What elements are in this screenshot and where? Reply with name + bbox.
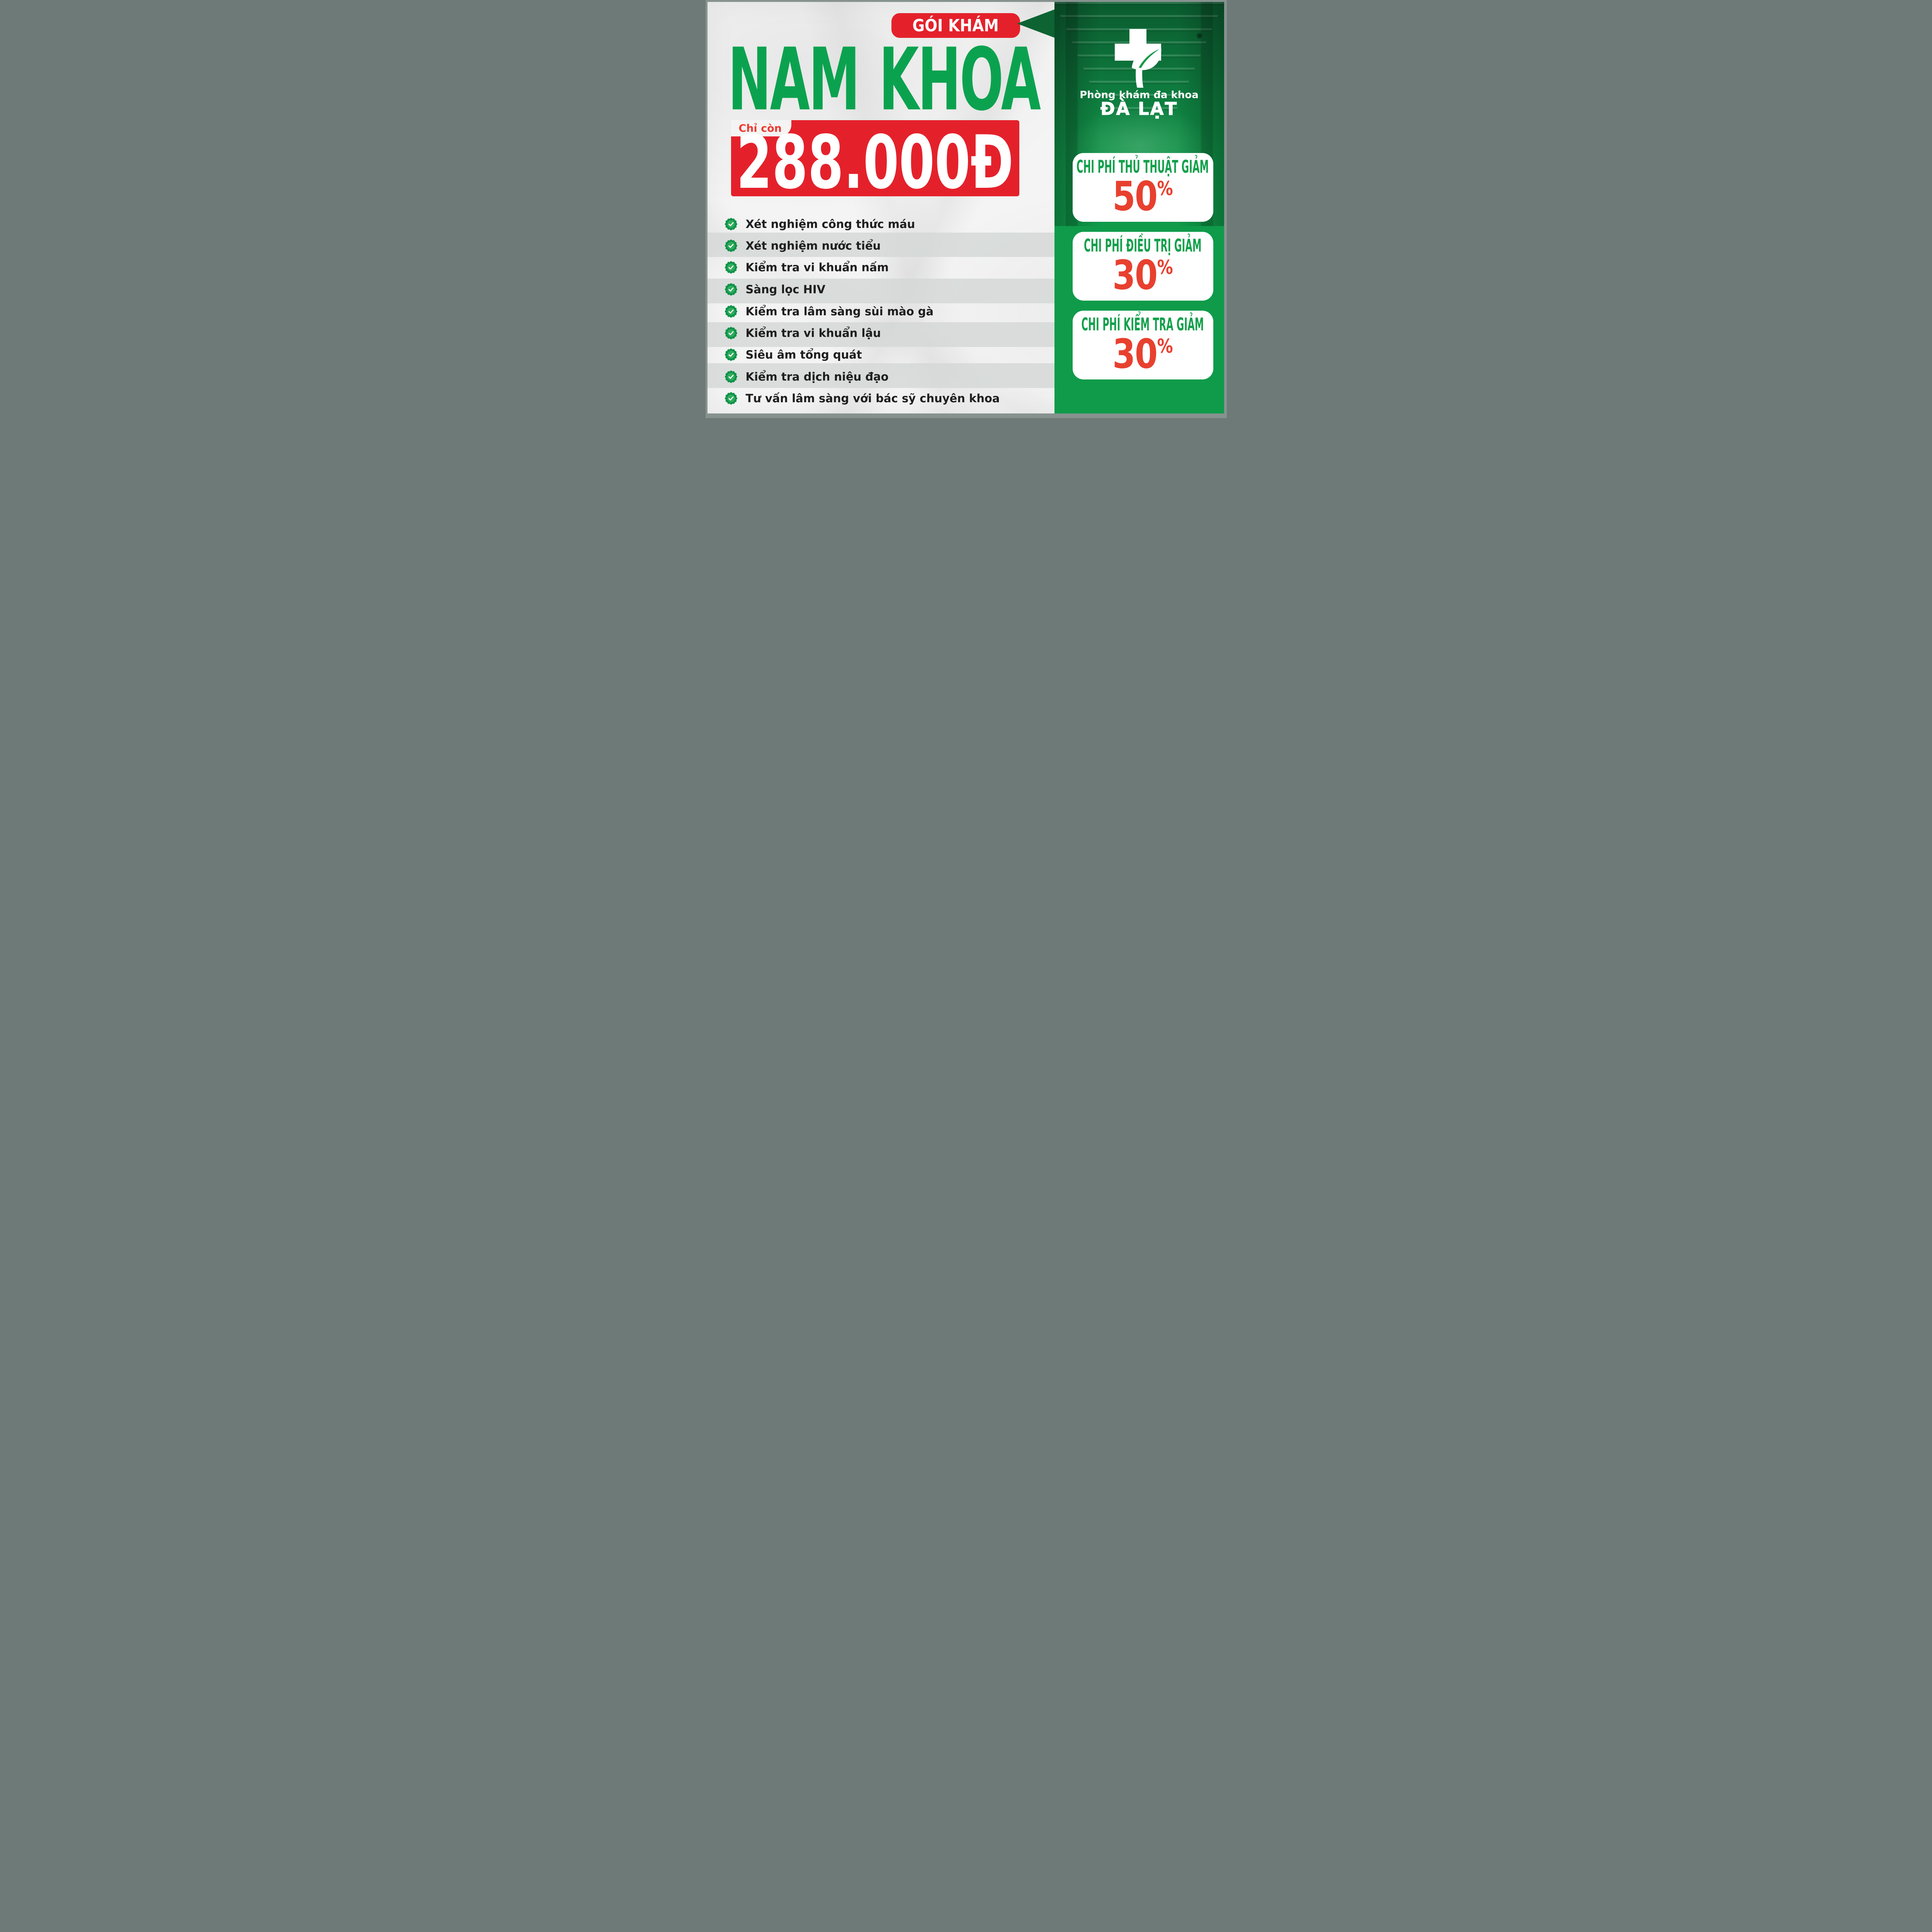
promo-poster: GÓI KHÁM NAM KHOA Chỉ còn 288.000Đ Xét n… <box>705 0 1227 418</box>
page-title: NAM KHOA <box>728 29 1041 130</box>
check-badge-icon <box>724 283 737 296</box>
clinic-name: ĐÀ LẠT <box>1100 98 1178 119</box>
price-amount: 288.000Đ <box>736 119 1014 205</box>
list-item: Xét nghiệm nước tiểu <box>706 235 881 257</box>
offer-card: CHI PHÍ ĐIỀU TRỊ GIẢM 30 % <box>1072 232 1213 301</box>
list-item: Kiểm tra dịch niệu đạo <box>706 366 889 388</box>
price-tag: Chỉ còn <box>731 120 791 136</box>
list-item: Tư vấn lâm sàng với bác sỹ chuyên khoa <box>706 387 1000 410</box>
cross-leaf-icon <box>1115 29 1162 88</box>
offer-value: 30 % <box>1112 255 1173 295</box>
check-badge-icon <box>724 305 737 318</box>
percent-sign: % <box>1157 177 1173 200</box>
offer-value: 30 % <box>1112 334 1173 374</box>
check-badge-icon <box>724 218 737 230</box>
check-badge-icon <box>724 349 737 361</box>
package-badge: GÓI KHÁM <box>891 13 1020 38</box>
check-badge-icon <box>724 261 737 274</box>
offer-number: 50 <box>1112 173 1158 220</box>
check-badge-icon <box>724 240 737 252</box>
clinic-name-prefix: Phòng khám đa khoa <box>1080 89 1199 101</box>
offer-card: CHI PHÍ KIỂM TRA GIẢM 30 % <box>1072 311 1213 379</box>
list-item-label: Xét nghiệm nước tiểu <box>745 239 881 252</box>
price-box: Chỉ còn 288.000Đ <box>731 119 1019 205</box>
offer-heading: CHI PHÍ KIỂM TRA GIẢM <box>1082 314 1204 335</box>
row-stripe <box>707 322 1054 347</box>
percent-sign: % <box>1157 335 1173 357</box>
clinic-panel: Phòng khám đa khoa ĐÀ LẠT CHI PHÍ THỦ TH… <box>1054 2 1224 413</box>
offer-number: 30 <box>1112 330 1158 378</box>
list-item: Siêu âm tổng quát <box>706 344 862 366</box>
list-item-label: Kiểm tra vi khuẩn lậu <box>745 327 881 340</box>
list-item: Kiểm tra vi khuẩn nấm <box>706 256 889 279</box>
camera-dot-icon <box>1197 34 1202 38</box>
price-tag-label: Chỉ còn <box>738 122 782 134</box>
list-item: Kiểm tra lâm sàng sùi mào gà <box>706 300 934 323</box>
package-badge-label: GÓI KHÁM <box>912 15 999 36</box>
list-item-label: Xét nghiệm công thức máu <box>745 218 915 231</box>
list-item: Sàng lọc HIV <box>706 278 826 301</box>
arrow-left-icon <box>1017 9 1055 38</box>
row-stripe <box>707 279 1054 303</box>
offer-heading: CHI PHÍ ĐIỀU TRỊ GIẢM <box>1084 235 1202 256</box>
check-badge-icon <box>724 371 737 383</box>
offer-value: 50 % <box>1112 176 1173 216</box>
list-item-label: Kiểm tra vi khuẩn nấm <box>745 261 889 274</box>
list-item-label: Sàng lọc HIV <box>745 283 826 296</box>
list-item-label: Kiểm tra lâm sàng sùi mào gà <box>745 305 934 318</box>
list-item-label: Kiểm tra dịch niệu đạo <box>745 370 889 383</box>
list-item: Kiểm tra vi khuẩn lậu <box>706 322 881 344</box>
list-item-label: Siêu âm tổng quát <box>745 348 862 361</box>
offer-card: CHI PHÍ THỦ THUẬT GIẢM 50 % <box>1072 153 1213 222</box>
price-value: 288.000Đ <box>731 119 1019 205</box>
row-stripe <box>707 233 1054 257</box>
check-badge-icon <box>724 327 737 339</box>
list-item-label: Tư vấn lâm sàng với bác sỹ chuyên khoa <box>745 392 1000 405</box>
percent-sign: % <box>1157 256 1173 279</box>
row-stripe <box>707 363 1054 388</box>
offer-number: 30 <box>1112 252 1158 299</box>
offer-heading: CHI PHÍ THỦ THUẬT GIẢM <box>1077 156 1209 177</box>
list-item: Xét nghiệm công thức máu <box>706 213 915 235</box>
check-badge-icon <box>724 392 737 405</box>
